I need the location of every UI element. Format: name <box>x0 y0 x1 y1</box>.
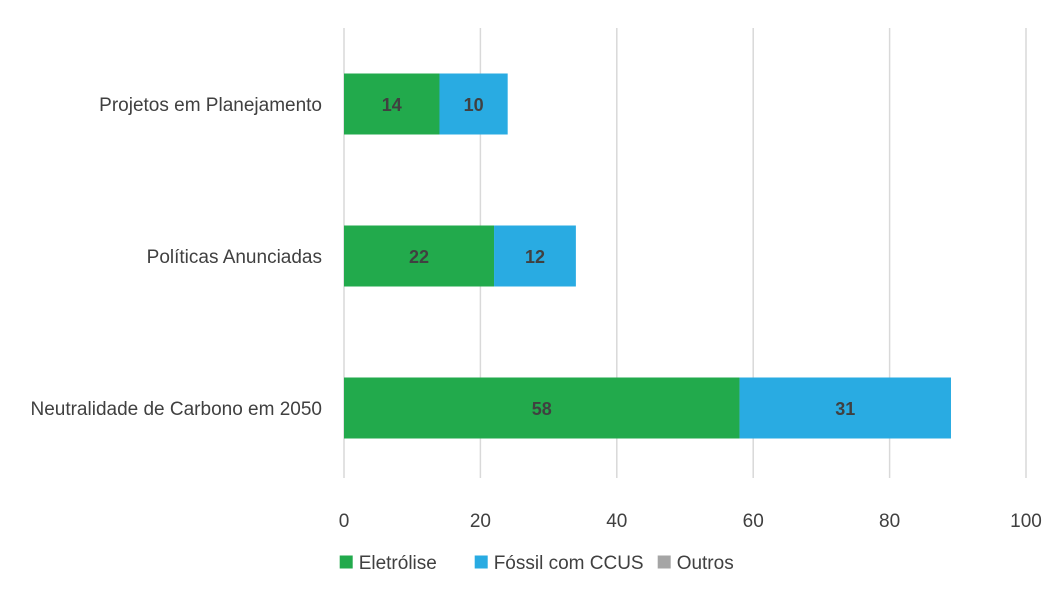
legend-label-fossil-com-ccus: Fóssil com CCUS <box>494 553 644 574</box>
data-label-fossil-com-ccus-politicas-anunciadas: 12 <box>525 247 545 267</box>
category-label-projetos-em-planejamento: Projetos em Planejamento <box>99 95 322 116</box>
category-label-politicas-anunciadas: Políticas Anunciadas <box>147 247 322 268</box>
legend-item-eletrolise: Eletrólise <box>339 553 437 574</box>
legend-label-outros: Outros <box>677 553 734 574</box>
bars <box>344 73 951 439</box>
bar-fossil-com-ccus-neutralidade-de-carbono-em-2050 <box>739 377 951 439</box>
legend-swatch-eletrolise <box>339 555 353 569</box>
bar-eletrolise-neutralidade-de-carbono-em-2050 <box>344 377 740 439</box>
data-labels: 14 10 22 12 58 31 <box>382 95 856 419</box>
x-tick-label-20: 20 <box>470 511 491 532</box>
legend-swatch-fossil-com-ccus <box>474 555 488 569</box>
data-label-eletrolise-neutralidade-de-carbono-em-2050: 58 <box>532 399 552 419</box>
legend-label-eletrolise: Eletrólise <box>359 553 437 574</box>
legend-swatch-outros <box>657 555 671 569</box>
category-labels: Projetos em Planejamento Políticas Anunci… <box>30 95 322 420</box>
data-label-eletrolise-politicas-anunciadas: 22 <box>409 247 429 267</box>
legend-item-fossil-com-ccus: Fóssil com CCUS <box>474 553 644 574</box>
data-label-fossil-com-ccus-neutralidade-de-carbono-em-2050: 31 <box>835 399 855 419</box>
x-axis-tick-labels: 0 20 40 60 80 100 <box>339 511 1042 532</box>
x-tick-label-40: 40 <box>606 511 627 532</box>
x-tick-label-80: 80 <box>879 511 900 532</box>
x-tick-label-100: 100 <box>1010 511 1042 532</box>
bar-eletrolise-politicas-anunciadas <box>344 225 495 287</box>
data-label-eletrolise-projetos-em-planejamento: 14 <box>382 95 402 115</box>
x-tick-label-0: 0 <box>339 511 350 532</box>
legend: Eletrólise Fóssil com CCUS Outros <box>339 553 734 574</box>
bar-fossil-com-ccus-projetos-em-planejamento <box>439 73 508 135</box>
category-label-neutralidade-de-carbono-em-2050: Neutralidade de Carbono em 2050 <box>30 399 322 420</box>
bar-eletrolise-projetos-em-planejamento <box>344 73 440 135</box>
legend-item-outros: Outros <box>657 553 734 574</box>
data-label-fossil-com-ccus-projetos-em-planejamento: 10 <box>464 95 484 115</box>
bar-fossil-com-ccus-politicas-anunciadas <box>494 225 576 287</box>
x-tick-label-60: 60 <box>743 511 764 532</box>
